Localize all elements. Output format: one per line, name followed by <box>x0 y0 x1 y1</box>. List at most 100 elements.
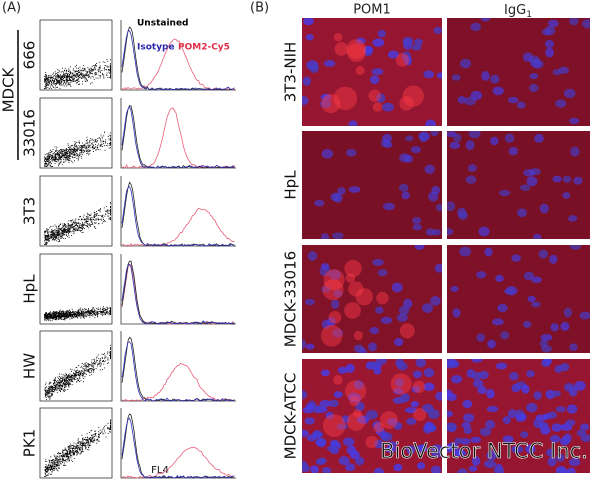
dot <box>64 77 66 78</box>
dot <box>97 436 99 438</box>
dot <box>63 382 64 383</box>
dot <box>44 166 46 167</box>
dot <box>78 378 80 380</box>
dot <box>93 438 95 440</box>
dot <box>56 318 58 320</box>
dot <box>69 148 71 150</box>
dot <box>78 155 80 157</box>
dot <box>82 451 84 452</box>
dot <box>59 382 60 383</box>
dot <box>101 136 103 138</box>
dot <box>61 153 63 154</box>
dot <box>55 377 56 379</box>
dot <box>68 380 70 382</box>
dot <box>57 69 59 71</box>
dot <box>61 458 63 460</box>
dot <box>67 158 69 160</box>
dot <box>96 140 98 142</box>
dot <box>107 311 109 313</box>
dot <box>61 230 63 231</box>
dot <box>56 152 58 154</box>
dot <box>78 442 79 444</box>
dot <box>106 72 108 74</box>
dot <box>74 144 76 145</box>
dot <box>48 467 50 469</box>
dot <box>110 424 111 426</box>
dot <box>59 88 61 89</box>
dot <box>110 348 111 350</box>
dot <box>69 315 70 316</box>
dot <box>88 69 90 71</box>
nucleus <box>320 263 330 270</box>
dot <box>93 141 95 143</box>
dot <box>53 316 55 318</box>
dot <box>52 389 53 390</box>
dot <box>70 379 72 381</box>
dot <box>93 440 95 442</box>
dot <box>49 395 51 397</box>
dot <box>89 441 91 442</box>
dot <box>98 74 100 76</box>
dot <box>103 207 105 209</box>
dot <box>59 229 61 231</box>
dot <box>94 148 95 149</box>
dot <box>95 432 97 434</box>
dot <box>61 454 63 456</box>
dot <box>45 394 47 396</box>
nucleus <box>303 18 314 26</box>
dot <box>68 156 70 158</box>
dot <box>67 228 69 230</box>
dot <box>105 142 106 144</box>
histogram-axis <box>120 20 236 91</box>
dot <box>60 76 62 78</box>
dot <box>81 370 83 372</box>
nucleus <box>477 386 487 395</box>
dot <box>96 213 98 215</box>
dot <box>48 386 50 387</box>
dot <box>84 309 86 311</box>
dot <box>76 145 78 147</box>
nucleus <box>322 467 332 473</box>
dot <box>99 77 101 79</box>
dot <box>53 230 55 231</box>
nucleus <box>405 135 414 142</box>
dot <box>90 69 92 71</box>
dot <box>85 73 87 75</box>
dot <box>93 310 95 312</box>
nucleus <box>492 86 504 96</box>
dot <box>65 380 67 381</box>
dot <box>68 384 70 385</box>
dot <box>51 315 53 317</box>
dot <box>66 152 68 154</box>
dot <box>61 71 63 72</box>
dot <box>61 159 62 161</box>
dot <box>64 82 66 83</box>
nucleus <box>374 439 384 449</box>
dot <box>66 377 68 379</box>
dot <box>97 147 99 148</box>
dot <box>91 369 93 371</box>
dot <box>84 228 85 229</box>
dot <box>52 236 54 238</box>
dot <box>70 310 71 312</box>
nucleus <box>548 411 557 419</box>
dot <box>71 226 73 228</box>
nucleus <box>447 201 456 212</box>
dot <box>60 79 62 81</box>
dot <box>52 156 54 158</box>
dot <box>78 70 79 71</box>
nucleus <box>319 266 332 277</box>
nucleus <box>486 388 495 399</box>
dot <box>92 371 94 373</box>
dot <box>71 315 73 317</box>
dot <box>69 312 71 314</box>
dot <box>52 391 53 392</box>
dot <box>74 149 76 151</box>
dot <box>110 421 111 423</box>
dot <box>62 154 64 156</box>
dot <box>73 454 75 456</box>
dot <box>78 75 80 77</box>
dot <box>44 237 46 239</box>
dot <box>63 74 65 76</box>
stain <box>345 273 356 284</box>
